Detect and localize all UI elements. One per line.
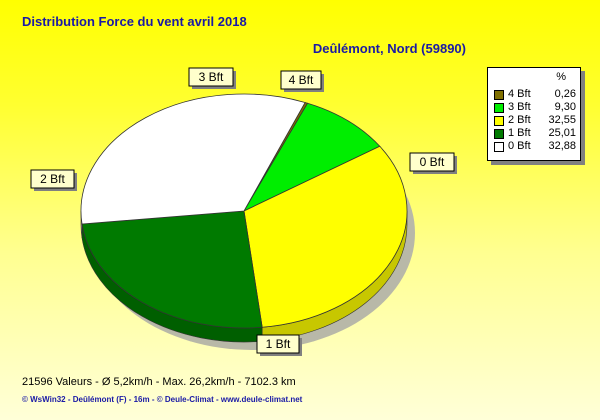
footer-stats: 21596 Valeurs - Ø 5,2km/h - Max. 26,2km/… [22,376,296,388]
slice-label-text-1: 3 Bft [199,70,224,84]
legend-header: % [556,71,566,83]
legend-label: 1 Bft [508,127,531,139]
legend-value: 32,55 [548,114,576,126]
legend-label: 0 Bft [508,140,531,152]
legend-swatch [494,142,504,152]
pie-slice-2 [243,145,408,328]
footer-credits: © WsWin32 - Deûlémont (F) - 16m - © Deul… [22,395,303,404]
legend-item: 2 Bft 32,55 [494,114,576,127]
chart-subtitle: Deûlémont, Nord (59890) [312,41,466,56]
legend-label: 4 Bft [508,88,531,100]
legend: % 4 Bft 0,26 3 Bft 9,30 2 Bft 32,55 1 Bft 25,01… [487,67,581,161]
legend-swatch [494,90,504,100]
legend-label: 2 Bft [508,114,531,126]
slice-label-2: 2 Bft [30,169,77,191]
chart-title: Distribution Force du vent avril 2018 [22,14,247,29]
slice-label-text-2: 2 Bft [40,172,65,186]
legend-value: 0,26 [554,88,576,100]
pie-slice-3 [81,210,263,329]
slice-label-1: 3 Bft [188,67,236,89]
legend-swatch [494,103,504,113]
legend-item: 3 Bft 9,30 [494,101,576,114]
slice-label-4: 0 Bft [409,152,457,174]
legend-value: 25,01 [548,127,576,139]
pie-slice-1 [242,102,381,212]
legend-label: 3 Bft [508,101,531,113]
slice-label-3: 1 Bft [256,334,302,356]
slice-label-text-3: 1 Bft [266,337,291,351]
legend-value: 9,30 [554,101,576,113]
slice-label-0: 4 Bft [280,70,324,92]
slice-label-text-0: 4 Bft [289,73,314,87]
pie-slice-4 [80,93,306,225]
legend-item: 0 Bft 32,88 [494,140,576,153]
legend-value: 32,88 [548,140,576,152]
slice-label-text-4: 0 Bft [420,155,445,169]
legend-item: 1 Bft 25,01 [494,127,576,140]
legend-item: 4 Bft 0,26 [494,88,576,101]
legend-swatch [494,129,504,139]
legend-swatch [494,116,504,126]
